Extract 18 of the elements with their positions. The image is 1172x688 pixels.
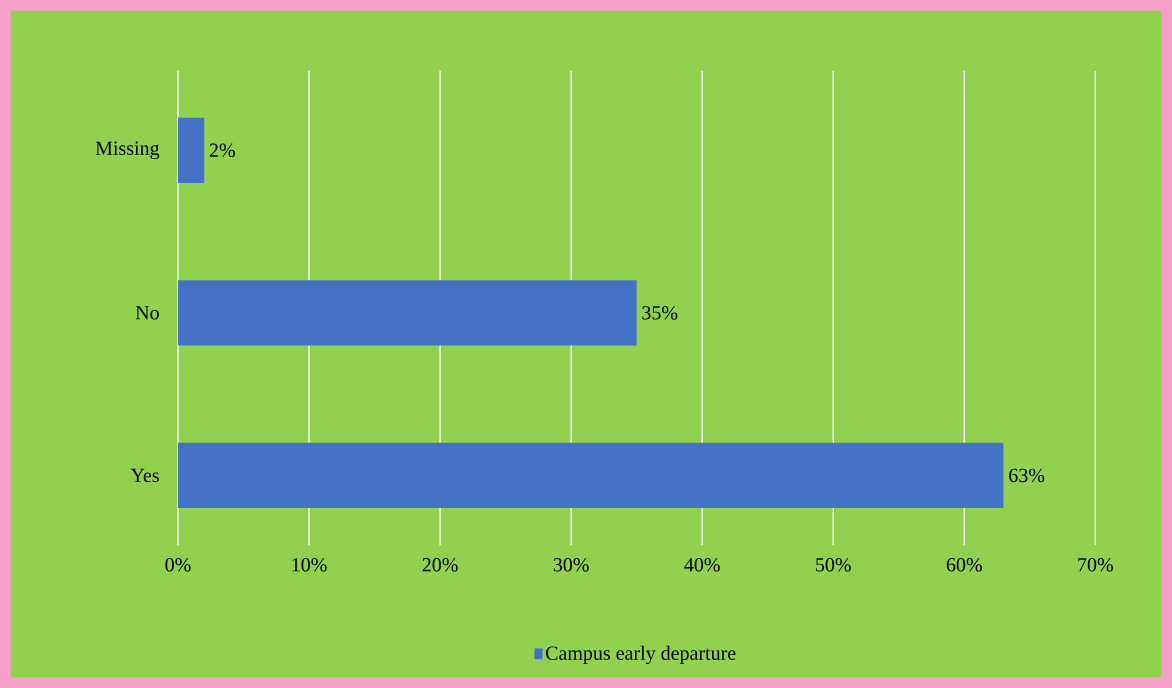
y-tick-label: Yes xyxy=(130,468,159,483)
legend-label: Campus early departure xyxy=(545,645,736,665)
x-tick-label: 50% xyxy=(816,558,851,572)
data-label: 2% xyxy=(209,143,235,158)
bar xyxy=(178,117,205,183)
x-tick-label: 0% xyxy=(165,558,191,572)
x-tick-label: 20% xyxy=(422,558,458,572)
data-label: 63% xyxy=(1009,468,1045,483)
x-tick-label: 40% xyxy=(684,558,720,572)
y-tick-label: Missing xyxy=(95,141,160,160)
x-tick-label: 60% xyxy=(946,558,982,572)
x-tick-label: 10% xyxy=(292,558,327,572)
bar xyxy=(178,280,637,346)
x-tick-label: 30% xyxy=(553,558,589,572)
y-tick-label: No xyxy=(135,306,159,320)
bar xyxy=(178,442,1004,509)
data-label: 35% xyxy=(642,306,678,320)
x-tick-label: 70% xyxy=(1078,558,1113,572)
